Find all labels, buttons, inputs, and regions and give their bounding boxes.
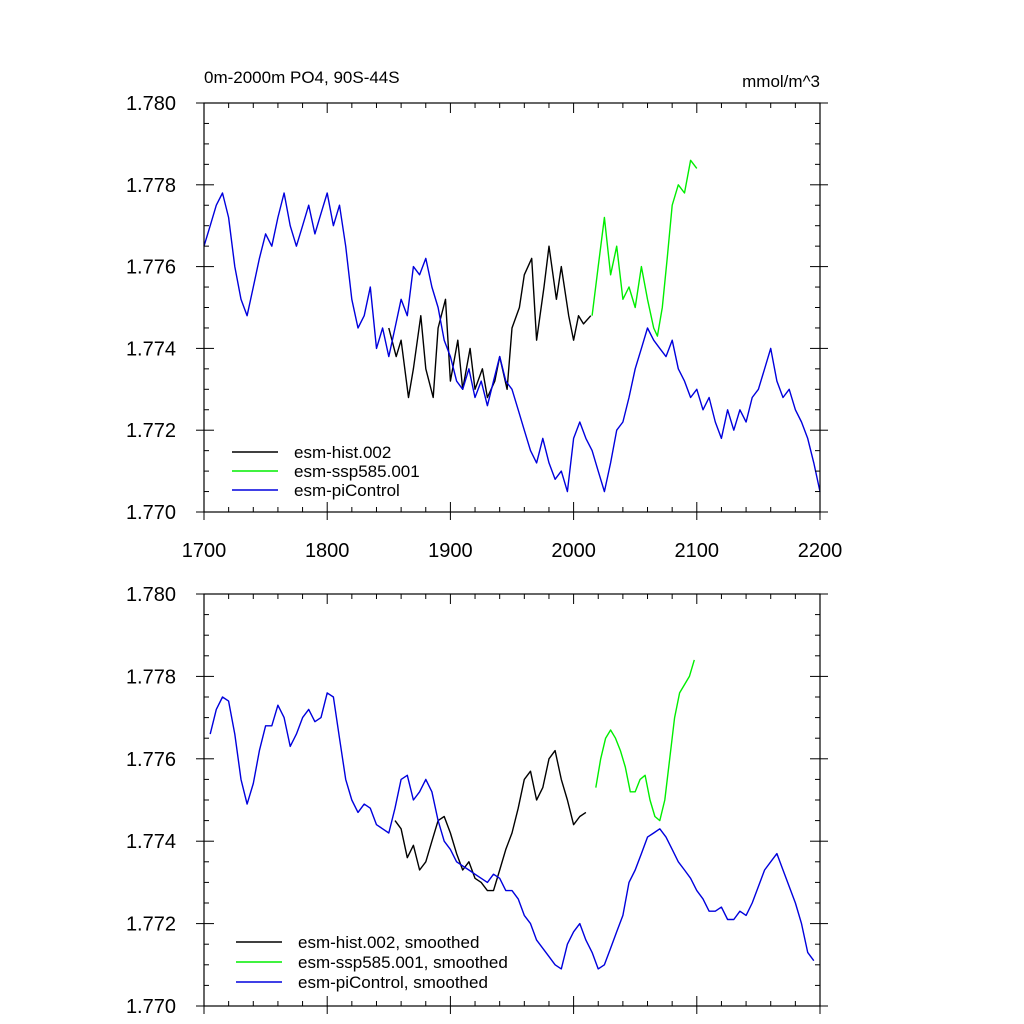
chart-title: 0m-2000m PO4, 90S-44S: [204, 68, 400, 87]
series-line-2: [595, 659, 695, 822]
y-tick-label: 1.776: [126, 749, 176, 771]
series-line-1: [388, 245, 592, 399]
tick-labels-bottom: 1.770 1.772 1.774 1.776 1.778 1.780: [126, 584, 176, 1018]
x-tick-label: 2200: [798, 540, 843, 562]
plot-frame-top: [203, 102, 821, 513]
x-tick-label: 1800: [305, 540, 350, 562]
ticks-group-bottom: [196, 593, 828, 1014]
series-line-1: [394, 749, 587, 892]
y-tick-label: 1.772: [126, 914, 176, 936]
legend-label: esm-ssp585.001, smoothed: [298, 953, 508, 972]
chart-top-panel: 0m-2000m PO4, 90S-44S mmol/m^3 1.7701.77…: [126, 68, 842, 562]
x-tick-label: 2000: [551, 540, 596, 562]
legend-label: esm-piControl: [294, 481, 400, 500]
y-tick-label: 1.770: [126, 502, 176, 524]
plot-frame-bottom: [203, 593, 821, 1007]
legend-label: esm-ssp585.001: [294, 462, 420, 481]
y-tick-label: 1.780: [126, 93, 176, 115]
chart-bottom-panel: 1.770 1.772 1.774 1.776 1.778 1.780 esm-hist.…: [126, 584, 828, 1018]
y-tick-label: 1.776: [126, 257, 176, 279]
series-line-2: [591, 159, 698, 337]
x-tick-label: 2100: [675, 540, 720, 562]
x-tick-label: 1900: [428, 540, 473, 562]
ticks-group-top: [196, 102, 828, 520]
y-tick-label: 1.778: [126, 666, 176, 688]
y-tick-label: 1.780: [126, 584, 176, 606]
y-tick-label: 1.778: [126, 175, 176, 197]
legend-label: esm-hist.002, smoothed: [298, 933, 479, 952]
y-tick-label: 1.774: [126, 831, 176, 853]
series-group-top: [203, 159, 821, 493]
legend-label: esm-hist.002: [294, 443, 391, 462]
x-tick-label: 1700: [182, 540, 227, 562]
y-tick-label: 1.772: [126, 420, 176, 442]
y-tick-label: 1.774: [126, 338, 176, 360]
legend-label: esm-piControl, smoothed: [298, 973, 488, 992]
series-group-bottom: [209, 659, 815, 970]
series-line-3: [203, 192, 821, 493]
series-line-3: [209, 692, 815, 970]
tick-labels-top: 1.770 1.772 1.774 1.776 1.778 1.780 1700 1800 19…: [126, 93, 842, 562]
units-label: mmol/m^3: [742, 72, 820, 91]
y-tick-label: 1.770: [126, 996, 176, 1018]
